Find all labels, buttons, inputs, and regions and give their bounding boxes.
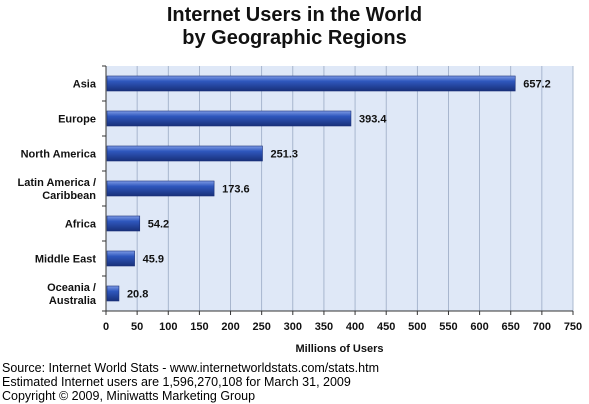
bar — [106, 75, 516, 92]
category-label: North America — [21, 149, 97, 161]
bar — [106, 145, 263, 162]
category-label-line: Australia — [49, 295, 97, 307]
x-tick-label: 350 — [315, 321, 333, 333]
x-tick-label: 250 — [252, 321, 270, 333]
category-label: Middle East — [35, 254, 96, 266]
category-label-line: Asia — [73, 79, 97, 91]
category-labels: Asia Europe North America Latin America / Ca… — [18, 79, 97, 308]
chart-title-line-1: Internet Users in the World — [167, 4, 422, 26]
category-label-line: Caribbean — [42, 190, 96, 202]
x-tick-label: 600 — [470, 321, 488, 333]
x-tick-label: 500 — [408, 321, 426, 333]
x-tick-labels: 0 50 100 150 200 250 300 350 400 450 500 550 600 650 7… — [103, 321, 582, 333]
category-label-line: Africa — [65, 219, 97, 231]
category-label-line: North America — [21, 149, 97, 161]
x-tick-label: 300 — [284, 321, 302, 333]
category-label-line: Middle East — [35, 254, 96, 266]
data-label: 657.2 — [523, 79, 551, 91]
x-tick-label: 0 — [103, 321, 109, 333]
x-tick-label: 400 — [346, 321, 364, 333]
x-tick-label: 100 — [159, 321, 177, 333]
category-label: Latin America / Caribbean — [18, 177, 97, 202]
category-label: Europe — [58, 114, 96, 126]
data-label: 251.3 — [270, 149, 298, 161]
footnote-copyright: Copyright © 2009, Miniwatts Marketing Gr… — [2, 389, 256, 403]
data-label: 54.2 — [148, 219, 169, 231]
x-tick-label: 700 — [533, 321, 551, 333]
x-tick-label: 750 — [564, 321, 582, 333]
bars: 657.2 393.4 251.3 173.6 54.2 45.9 20.8 — [106, 75, 551, 302]
footnote-estimate: Estimated Internet users are 1,596,270,1… — [2, 375, 351, 389]
bar — [106, 285, 120, 302]
category-label-line: Oceania / — [47, 282, 96, 294]
category-label-line: Latin America / — [18, 177, 96, 189]
x-tick-label: 200 — [221, 321, 239, 333]
x-tick-label: 650 — [502, 321, 520, 333]
category-label: Asia — [73, 79, 97, 91]
category-label: Oceania / Australia — [47, 282, 97, 307]
bar — [106, 250, 135, 267]
x-tick-label: 150 — [190, 321, 208, 333]
footnote-source: Source: Internet World Stats - www.inter… — [2, 361, 379, 375]
bar — [106, 215, 141, 232]
x-tick-label: 450 — [377, 321, 395, 333]
x-axis-title: Millions of Users — [295, 343, 383, 355]
data-label: 393.4 — [359, 114, 387, 126]
bar — [106, 180, 215, 197]
gridlines — [136, 66, 574, 311]
data-label: 20.8 — [127, 289, 148, 301]
category-label: Africa — [65, 219, 97, 231]
bar — [106, 110, 352, 127]
x-tick-label: 50 — [131, 321, 143, 333]
category-label-line: Europe — [58, 114, 96, 126]
chart-title-line-2: by Geographic Regions — [182, 27, 406, 49]
x-tick-label: 550 — [439, 321, 457, 333]
axes — [102, 65, 574, 315]
data-label: 173.6 — [222, 184, 250, 196]
data-label: 45.9 — [143, 254, 164, 266]
